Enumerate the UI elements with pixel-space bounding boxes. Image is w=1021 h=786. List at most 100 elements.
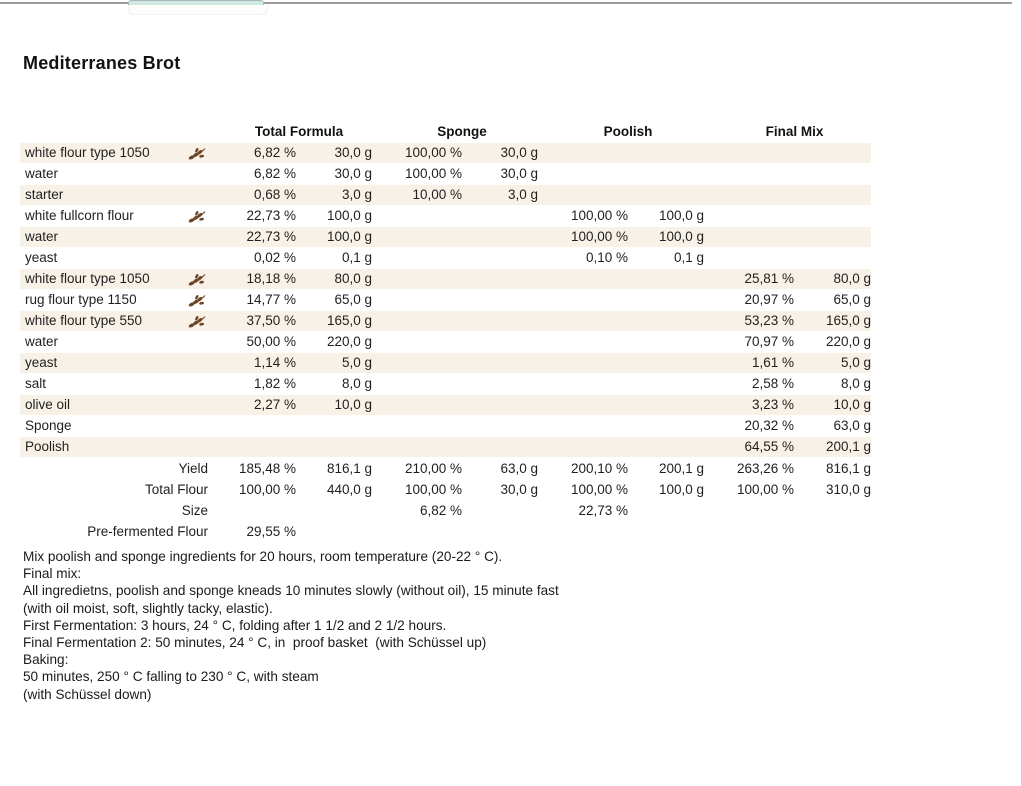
value-cell <box>794 248 871 268</box>
value-cell <box>462 248 538 268</box>
value-cell: 100,0 g <box>326 208 372 223</box>
wheat-icon <box>188 273 206 286</box>
instruction-line: Final mix: <box>23 566 82 582</box>
value-cell <box>538 395 628 415</box>
summary-label: Total Flour <box>144 482 208 497</box>
value-cell <box>372 311 462 331</box>
value-cell: 64,55 % <box>744 439 794 454</box>
summary-value-cell: 63,0 g <box>500 461 538 476</box>
value-cell: 53,23 % <box>744 313 794 328</box>
instruction-line: 50 minutes, 250 ° C falling to 230 ° C, … <box>23 669 319 685</box>
table-row: olive oil 2,27 % 10,0 g 3,23 % 10,0 g <box>20 395 871 416</box>
wheat-icon <box>188 210 206 223</box>
column-header-total-formula: Total Formula <box>254 124 344 139</box>
value-cell: 10,00 % <box>412 187 462 202</box>
value-cell <box>794 164 871 184</box>
value-cell: 25,81 % <box>744 271 794 286</box>
summary-value-cell <box>794 500 871 521</box>
value-cell: 1,82 % <box>253 376 296 391</box>
value-cell: 14,77 % <box>246 292 296 307</box>
value-cell: 100,0 g <box>658 229 704 244</box>
value-cell <box>372 437 462 457</box>
summary-value-cell <box>628 521 704 542</box>
value-cell <box>628 437 704 457</box>
value-cell: 70,97 % <box>744 334 794 349</box>
value-cell: 165,0 g <box>825 313 871 328</box>
value-cell <box>794 143 871 163</box>
ingredient-name: starter <box>25 187 64 202</box>
summary-row: Size 6,82 % 22,73 % <box>20 500 871 521</box>
value-cell: 65,0 g <box>833 292 871 307</box>
value-cell <box>628 143 704 163</box>
table-row: water 50,00 % 220,0 g 70,97 % 220,0 g <box>20 332 871 353</box>
ingredient-name: yeast <box>25 250 58 265</box>
value-cell <box>462 332 538 352</box>
table-row: starter 0,68 % 3,0 g 10,00 % 3,0 g <box>20 185 871 206</box>
value-cell: 100,0 g <box>326 229 372 244</box>
summary-value-cell: 22,73 % <box>578 503 628 518</box>
icon-spacer <box>182 164 212 184</box>
summary-value-cell: 100,00 % <box>238 482 296 497</box>
value-cell <box>296 416 372 436</box>
value-cell <box>704 206 794 226</box>
value-cell: 3,0 g <box>341 187 372 202</box>
summary-value-cell: 29,55 % <box>246 524 296 539</box>
summary-value-cell <box>372 521 462 542</box>
wheat-icon <box>188 315 206 328</box>
ingredient-name: olive oil <box>25 397 71 412</box>
icon-spacer <box>182 437 212 457</box>
table-row: Poolish 64,55 % 200,1 g <box>20 437 871 458</box>
table-row: white flour type 550 37,50 % 165,0 g 53,23 … <box>20 311 871 332</box>
value-cell: 30,0 g <box>334 166 372 181</box>
value-cell <box>628 332 704 352</box>
summary-value-cell <box>704 521 794 542</box>
value-cell: 65,0 g <box>334 292 372 307</box>
table-row: yeast 0,02 % 0,1 g 0,10 % 0,1 g <box>20 248 871 269</box>
value-cell <box>628 164 704 184</box>
value-cell <box>372 332 462 352</box>
value-cell: 1,14 % <box>253 355 296 370</box>
icon-spacer <box>182 416 212 436</box>
ingredient-name: rug flour type 1150 <box>25 292 137 307</box>
value-cell: 22,73 % <box>246 208 296 223</box>
value-cell <box>462 437 538 457</box>
formula-table: Total Formula Sponge Poolish Final Mix w… <box>20 121 871 542</box>
wheat-icon <box>188 294 206 307</box>
value-cell: 2,27 % <box>253 397 296 412</box>
value-cell <box>628 311 704 331</box>
value-cell: 18,18 % <box>246 271 296 286</box>
ingredient-name: water <box>25 334 59 349</box>
table-header-row: Total Formula Sponge Poolish Final Mix <box>20 121 871 143</box>
value-cell: 200,1 g <box>825 439 871 454</box>
instructions-block: Mix poolish and sponge ingredients for 2… <box>23 548 559 703</box>
value-cell <box>704 143 794 163</box>
table-row: yeast 1,14 % 5,0 g 1,61 % 5,0 g <box>20 353 871 374</box>
icon-spacer <box>182 332 212 352</box>
value-cell <box>212 437 296 457</box>
wheat-icon-cell <box>182 311 212 331</box>
value-cell <box>462 395 538 415</box>
summary-value-cell: 210,00 % <box>404 461 462 476</box>
value-cell: 100,00 % <box>570 208 628 223</box>
value-cell <box>462 416 538 436</box>
value-cell <box>538 311 628 331</box>
table-row: white flour type 1050 18,18 % 80,0 g 25,81 … <box>20 269 871 290</box>
value-cell: 6,82 % <box>253 166 296 181</box>
value-cell <box>628 416 704 436</box>
column-header-sponge: Sponge <box>437 124 487 139</box>
value-cell <box>538 374 628 394</box>
table-row: white flour type 1050 6,82 % 30,0 g 100,00 … <box>20 143 871 164</box>
wheat-icon-cell <box>182 269 212 289</box>
value-cell: 8,0 g <box>840 376 871 391</box>
value-cell: 5,0 g <box>341 355 372 370</box>
value-cell <box>628 185 704 205</box>
summary-value-cell: 6,82 % <box>419 503 462 518</box>
browser-tab-strip <box>0 0 1021 15</box>
value-cell <box>538 332 628 352</box>
summary-rows: Yield 185,48 % 816,1 g 210,00 % 63,0 g 200,10… <box>20 458 871 542</box>
active-browser-tab[interactable] <box>128 0 264 6</box>
value-cell <box>462 227 538 247</box>
value-cell <box>538 437 628 457</box>
value-cell <box>794 206 871 226</box>
summary-value-cell: 816,1 g <box>825 461 871 476</box>
